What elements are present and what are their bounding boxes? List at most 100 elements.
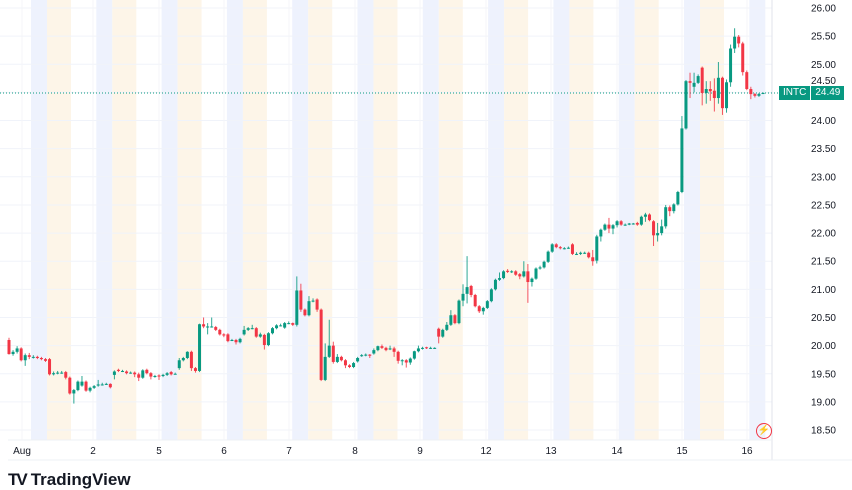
candle-body (599, 229, 603, 237)
candle (575, 252, 579, 256)
candle-body (579, 252, 583, 254)
candle-body (19, 348, 23, 361)
candle (465, 256, 469, 304)
candle (757, 92, 761, 97)
candle (461, 284, 465, 307)
candle-body (396, 351, 400, 361)
candle-body (250, 328, 254, 330)
candle (631, 222, 635, 225)
candle-body (303, 309, 307, 316)
time-tick-label: 16 (741, 446, 753, 457)
candle-body (627, 223, 631, 225)
candle-body (339, 356, 343, 361)
price-tick-label: 22.50 (811, 200, 836, 211)
candle-body (11, 351, 15, 355)
candle-body (372, 350, 376, 354)
price-tick-label: 19.50 (811, 369, 836, 380)
candle-body (266, 333, 270, 346)
candle-body (603, 224, 607, 230)
time-axis[interactable]: Aug 2 5 6 7 8 9 12 13 14 15 16 (13, 446, 753, 457)
candle (558, 246, 562, 250)
candle (412, 350, 416, 360)
premarket-band (226, 0, 243, 440)
candle-body (7, 339, 11, 355)
lightning-icon[interactable]: ⚡ (756, 423, 772, 439)
candle (700, 66, 704, 106)
candle-body (676, 192, 680, 205)
candle (35, 355, 39, 360)
candle (570, 243, 574, 256)
candle (437, 327, 441, 344)
candle (96, 379, 100, 387)
candle (627, 222, 631, 226)
candle (664, 204, 668, 229)
premarket-band (357, 0, 374, 440)
candle (141, 369, 145, 379)
candle (680, 116, 684, 194)
candle (48, 357, 52, 376)
candle (688, 72, 692, 99)
time-tick-label: 8 (352, 446, 358, 457)
candle-body (591, 257, 595, 262)
price-axis[interactable]: 26.00 25.50 25.00 24.50 24.00 23.50 23.00 22.50… (811, 4, 836, 437)
candle (11, 350, 15, 356)
candle (19, 347, 23, 362)
time-tick-label: 12 (480, 446, 492, 457)
candle (185, 351, 189, 360)
brand-name: TradingView (30, 470, 131, 489)
candle-body (100, 384, 104, 386)
candle-body (48, 359, 52, 375)
candle (23, 353, 27, 366)
candle (60, 370, 64, 374)
premarket-band (684, 0, 700, 440)
candle-body (615, 221, 619, 226)
candle-body (295, 290, 299, 325)
candle (331, 341, 335, 364)
candle-body (226, 334, 230, 342)
candle-body (542, 261, 546, 268)
candle-body (680, 128, 684, 193)
candle-body (145, 369, 149, 374)
candle-body (96, 384, 100, 386)
candle (80, 376, 84, 387)
candle-body (198, 324, 202, 371)
price-tick-label: 24.00 (811, 116, 836, 127)
candle-body (643, 214, 647, 217)
candle-body (652, 221, 656, 236)
candle-body (538, 267, 542, 269)
candle-body (283, 323, 287, 328)
candle-body (141, 370, 145, 378)
candle (177, 357, 181, 370)
candle-body (635, 222, 639, 225)
candle-body (453, 315, 457, 324)
candle (696, 74, 700, 84)
candle (76, 380, 80, 392)
candle (587, 251, 591, 259)
candle-body (64, 372, 68, 378)
candle (193, 367, 197, 373)
candle-body (664, 207, 668, 227)
candle (157, 374, 161, 380)
last-price-value: 24.49 (811, 85, 845, 100)
candle (206, 323, 210, 335)
candle (473, 293, 477, 308)
candle (145, 368, 149, 375)
price-tick-label: 25.50 (811, 32, 836, 43)
candle (311, 298, 315, 303)
candle (656, 222, 660, 242)
candle (68, 376, 72, 395)
candle-body (388, 348, 392, 350)
candle-body (562, 248, 566, 250)
candle (153, 374, 157, 378)
candle-body (554, 244, 558, 248)
candle-body (165, 373, 169, 375)
candle (635, 221, 639, 226)
candle-body (672, 204, 676, 212)
candle (591, 249, 595, 266)
candle (348, 364, 352, 369)
candle (660, 219, 664, 236)
candle-body (275, 325, 279, 329)
candle-body (408, 358, 412, 363)
candle (149, 372, 153, 380)
